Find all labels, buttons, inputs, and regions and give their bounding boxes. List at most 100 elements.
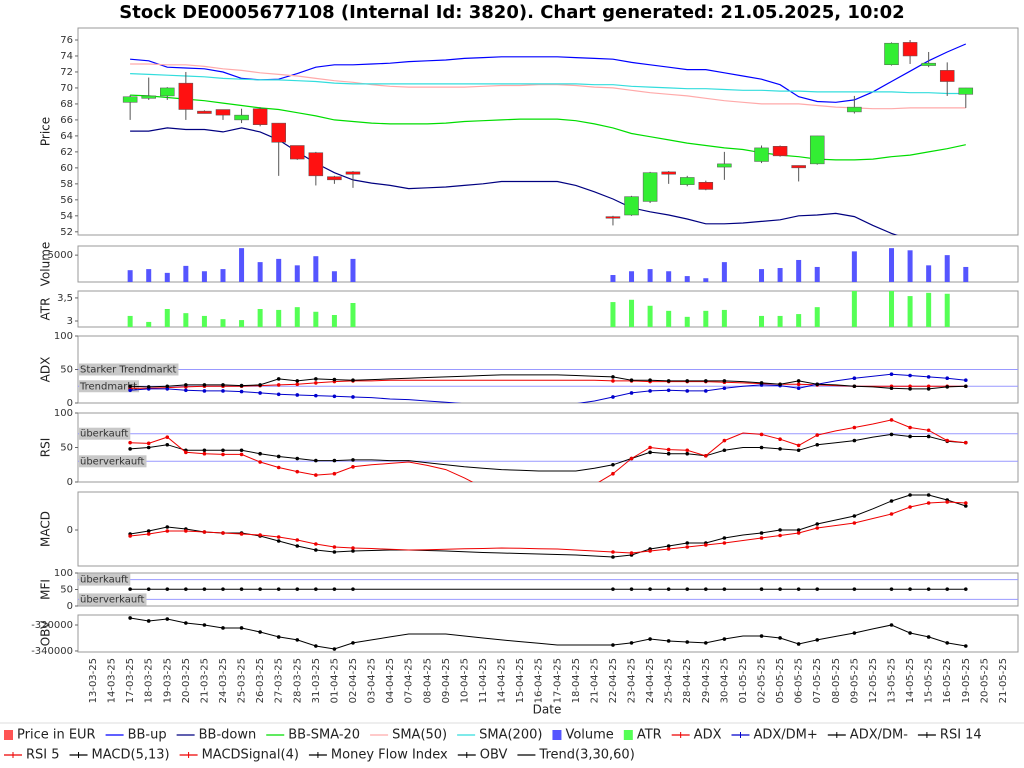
line-series	[130, 374, 966, 390]
point	[314, 473, 318, 477]
bar	[183, 313, 189, 327]
point	[276, 377, 281, 381]
x-tick-label: 28-03-25	[292, 658, 303, 703]
y-tick-label: 68	[60, 99, 73, 110]
plot-area	[128, 616, 968, 651]
point	[908, 384, 912, 389]
point	[295, 538, 300, 542]
y-tick-label: 3	[67, 316, 73, 327]
point	[258, 533, 262, 537]
point	[351, 546, 355, 550]
x-tick-label: 22-04-25	[608, 658, 619, 703]
point	[815, 433, 820, 437]
point	[258, 383, 262, 387]
legend-label: BB-down	[199, 728, 257, 743]
point	[908, 587, 912, 591]
bar	[944, 293, 950, 327]
plot-area: Starker Trendmarkt Trendmarkt	[78, 363, 1018, 403]
y-tick-label: -340000	[31, 646, 73, 657]
point	[704, 587, 708, 591]
candle-body	[921, 62, 936, 66]
point	[852, 438, 857, 443]
point	[666, 379, 671, 383]
plot-area: überkauft überverkauft	[78, 573, 1018, 606]
point	[146, 529, 151, 533]
point	[276, 383, 281, 387]
point	[722, 637, 727, 641]
point	[146, 532, 151, 536]
x-tick-label: 01-04-25	[329, 658, 340, 703]
x-tick-label: 23-04-25	[627, 658, 638, 703]
x-tick-label: 06-05-25	[794, 658, 805, 703]
point	[258, 630, 262, 634]
x-tick-label: 09-04-25	[441, 658, 452, 703]
point	[796, 528, 801, 532]
point	[963, 644, 968, 648]
bar	[183, 265, 189, 282]
point	[332, 458, 337, 463]
point	[611, 471, 615, 476]
bar	[220, 269, 226, 282]
point	[629, 456, 634, 461]
point	[314, 542, 318, 546]
point	[889, 512, 894, 516]
point	[184, 529, 188, 533]
point	[759, 445, 764, 450]
x-tick-label: 19-03-25	[162, 658, 173, 703]
point	[276, 539, 281, 543]
point	[778, 533, 782, 538]
x-tick-label: 03-04-25	[367, 658, 378, 703]
point	[666, 544, 671, 548]
x-tick-label: 08-04-25	[422, 658, 433, 703]
point	[611, 375, 615, 379]
x-tick-label: 16-04-25	[534, 658, 545, 703]
point	[351, 465, 355, 469]
point	[351, 378, 355, 383]
bar	[276, 309, 282, 327]
point	[146, 441, 151, 446]
point	[685, 448, 690, 453]
point	[685, 451, 690, 456]
legend-label: SMA(200)	[479, 728, 542, 743]
point	[295, 393, 300, 397]
bar	[814, 307, 820, 327]
x-tick-label: 07-04-25	[404, 658, 415, 703]
point	[704, 543, 708, 547]
reference-label-bg	[79, 363, 179, 376]
reference-label: überkauft	[80, 429, 128, 440]
point	[722, 536, 727, 540]
point	[759, 634, 764, 638]
bar	[963, 266, 969, 282]
point	[759, 587, 764, 591]
point	[332, 545, 337, 549]
point	[221, 448, 225, 453]
candle-body	[290, 145, 305, 160]
y-tick-label: 0	[67, 477, 73, 488]
bar	[796, 314, 802, 327]
point	[704, 453, 708, 458]
x-tick-label: 25-03-25	[237, 658, 248, 703]
bar	[146, 269, 152, 282]
x-tick-label: 08-05-25	[831, 658, 842, 703]
y-tick-label: 0	[67, 601, 73, 612]
point	[221, 587, 225, 591]
y-tick-label: 50	[60, 365, 73, 376]
point	[351, 641, 355, 645]
candle-body	[717, 163, 732, 168]
point	[165, 587, 170, 591]
point	[202, 451, 207, 456]
y-axis-title: ATR	[39, 298, 53, 321]
point	[926, 493, 931, 497]
point	[314, 587, 318, 591]
bar	[703, 310, 709, 327]
bar	[313, 256, 319, 282]
point	[704, 641, 708, 645]
point	[351, 549, 355, 553]
bar	[721, 309, 727, 327]
point	[146, 385, 151, 389]
point	[945, 376, 950, 381]
point	[963, 504, 968, 508]
point	[778, 382, 782, 387]
point	[759, 432, 764, 437]
point	[332, 587, 337, 591]
